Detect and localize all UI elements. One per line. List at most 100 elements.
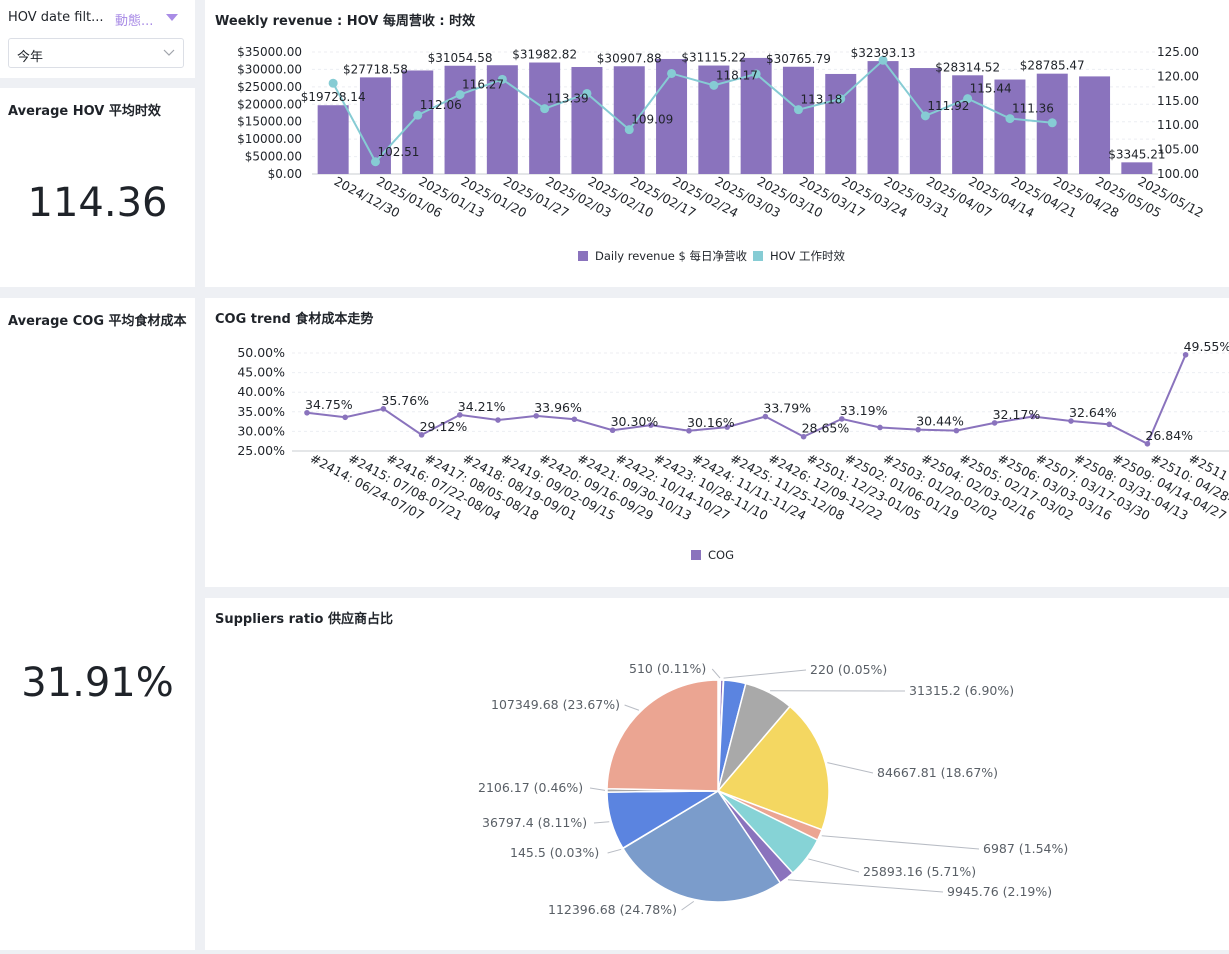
cog-data-label: 30.16% bbox=[687, 415, 735, 430]
cog-data-label: 34.75% bbox=[305, 397, 353, 412]
cog-data-label: 34.21% bbox=[458, 399, 506, 414]
date-filter-value: 今年 bbox=[17, 46, 43, 65]
hov-data-label: 113.39 bbox=[547, 92, 589, 106]
revenue-data-label: $3345.21 bbox=[1108, 147, 1165, 161]
y-tick-label-left: $25000.00 bbox=[237, 80, 302, 94]
pie-leader-line bbox=[594, 822, 609, 823]
cog-data-label: 49.55% bbox=[1184, 339, 1229, 354]
cog-trend-title: COG trend 食材成本走势 bbox=[215, 308, 373, 327]
revenue-data-label: $31054.58 bbox=[428, 51, 493, 65]
hov-data-label: 115.44 bbox=[970, 82, 1012, 96]
y-tick-label-right: 125.00 bbox=[1157, 45, 1199, 59]
y-tick-label-left: $35000.00 bbox=[237, 45, 302, 59]
pie-slice-label: 112396.68 (24.78%) bbox=[548, 902, 677, 917]
avg-cog-title: Average COG 平均食材成本 bbox=[8, 310, 187, 329]
caret-down-icon[interactable] bbox=[166, 14, 178, 21]
revenue-bar bbox=[571, 67, 602, 174]
pie-slice bbox=[607, 680, 718, 791]
pie-slice-label: 36797.4 (8.11%) bbox=[482, 815, 587, 830]
hov-data-label: 113.18 bbox=[800, 93, 842, 107]
hov-point bbox=[329, 79, 338, 88]
cog-data-label: 29.12% bbox=[420, 419, 468, 434]
revenue-data-label: $32393.13 bbox=[851, 46, 916, 60]
y-tick-label-left: $0.00 bbox=[268, 167, 302, 181]
hov-data-label: 112.06 bbox=[420, 98, 462, 112]
pie-leader-line bbox=[788, 880, 943, 892]
pie-leader-line bbox=[608, 849, 622, 853]
avg-hov-title: Average HOV 平均时效 bbox=[8, 100, 161, 119]
cog-point bbox=[342, 414, 348, 420]
pie-slice-label: 6987 (1.54%) bbox=[983, 841, 1068, 856]
hov-data-label: 118.17 bbox=[716, 68, 758, 82]
filter-dynamic-tag[interactable]: 動態... bbox=[115, 10, 153, 29]
revenue-data-label: $30907.88 bbox=[597, 51, 662, 65]
date-filter-select[interactable]: 今年 bbox=[8, 38, 184, 68]
y-tick-label-right: 120.00 bbox=[1157, 69, 1199, 83]
cog-data-label: 28.65% bbox=[802, 421, 850, 436]
weekly-revenue-title: Weekly revenue : HOV 每周营收 : 时效 bbox=[215, 10, 475, 29]
revenue-data-label: $31115.22 bbox=[681, 51, 746, 65]
avg-cog-kpi-card: Average COG 平均食材成本 31.91% bbox=[0, 298, 195, 950]
chevron-down-icon bbox=[163, 46, 175, 58]
legend-label-hov: HOV 工作时效 bbox=[770, 249, 846, 263]
revenue-bar bbox=[318, 105, 349, 174]
filter-label: HOV date filt... bbox=[8, 10, 104, 25]
y-tick-label: 30.00% bbox=[237, 423, 285, 438]
suppliers-ratio-chart-card: Suppliers ratio 供应商占比 510 (0.11%) 220 (0.… bbox=[205, 598, 1229, 950]
y-tick-label-right: 100.00 bbox=[1157, 167, 1199, 181]
pie-slice-label: 145.5 (0.03%) bbox=[510, 845, 599, 860]
pie-slice-label: 31315.2 (6.90%) bbox=[909, 683, 1014, 698]
y-tick-label: 25.00% bbox=[237, 443, 285, 458]
y-tick-label-left: $30000.00 bbox=[237, 62, 302, 76]
cog-data-label: 30.44% bbox=[916, 414, 964, 429]
cog-data-label: 30.30% bbox=[611, 414, 659, 429]
avg-hov-kpi-card: Average HOV 平均时效 114.36 bbox=[0, 88, 195, 287]
legend-label-revenue: Daily revenue $ 每日净营收 bbox=[595, 249, 747, 263]
y-tick-label: 40.00% bbox=[237, 384, 285, 399]
pie-slice-label: 84667.81 (18.67%) bbox=[877, 765, 998, 780]
revenue-bar bbox=[1079, 76, 1110, 174]
pie-slice-label: 107349.68 (23.67%) bbox=[491, 697, 620, 712]
legend-swatch-hov bbox=[753, 251, 763, 261]
revenue-data-label: $28785.47 bbox=[1020, 59, 1085, 73]
legend-label-cog: COG bbox=[708, 548, 734, 562]
weekly-revenue-chart-card: Weekly revenue : HOV 每周营收 : 时效 $0.00 $500… bbox=[205, 0, 1229, 287]
y-tick-label-left: $15000.00 bbox=[237, 115, 302, 129]
y-tick-label-right: 115.00 bbox=[1157, 94, 1199, 108]
pie-leader-line bbox=[827, 763, 873, 773]
y-tick-label: 45.00% bbox=[237, 365, 285, 380]
cog-trend-chart-card: COG trend 食材成本走势 25.00%30.00%35.00%40.00… bbox=[205, 298, 1229, 587]
cog-data-label: 33.79% bbox=[763, 401, 811, 416]
cog-point bbox=[1106, 422, 1112, 428]
avg-cog-value: 31.91% bbox=[0, 660, 195, 706]
revenue-data-label: $27718.58 bbox=[343, 62, 408, 76]
cog-point bbox=[572, 416, 578, 422]
y-tick-label: 50.00% bbox=[237, 345, 285, 360]
y-tick-label-right: 110.00 bbox=[1157, 118, 1199, 132]
pie-slice-label: 220 (0.05%) bbox=[810, 662, 887, 677]
revenue-data-label: $28314.52 bbox=[935, 60, 1000, 74]
pie-slice-label: 9945.76 (2.19%) bbox=[947, 884, 1052, 899]
suppliers-ratio-title: Suppliers ratio 供应商占比 bbox=[215, 608, 393, 627]
revenue-data-label: $19728.14 bbox=[301, 90, 366, 104]
revenue-bar bbox=[783, 67, 814, 174]
pie-slice-label: 25893.16 (5.71%) bbox=[863, 864, 976, 879]
y-tick-label-left: $5000.00 bbox=[245, 150, 302, 164]
hov-point bbox=[667, 69, 676, 78]
revenue-bar bbox=[868, 61, 899, 174]
revenue-bar bbox=[1121, 162, 1152, 174]
suppliers-ratio-chart: 510 (0.11%) 220 (0.05%) 31315.2 (6.90%) 846… bbox=[205, 598, 1229, 950]
pie-slice-label: 510 (0.11%) bbox=[629, 661, 706, 676]
revenue-data-label: $30765.79 bbox=[766, 52, 831, 66]
legend-swatch-revenue bbox=[578, 251, 588, 261]
cog-data-label: 33.96% bbox=[534, 400, 582, 415]
pie-leader-line bbox=[590, 788, 605, 790]
pie-leader-line bbox=[682, 901, 694, 910]
cog-data-label: 35.76% bbox=[381, 393, 429, 408]
cog-point bbox=[877, 425, 883, 431]
hov-data-label: 111.92 bbox=[927, 99, 969, 113]
pie-leader-line bbox=[625, 705, 639, 710]
y-tick-label-left: $20000.00 bbox=[237, 97, 302, 111]
cog-data-label: 32.64% bbox=[1069, 405, 1117, 420]
hov-data-label: 109.09 bbox=[631, 113, 673, 127]
